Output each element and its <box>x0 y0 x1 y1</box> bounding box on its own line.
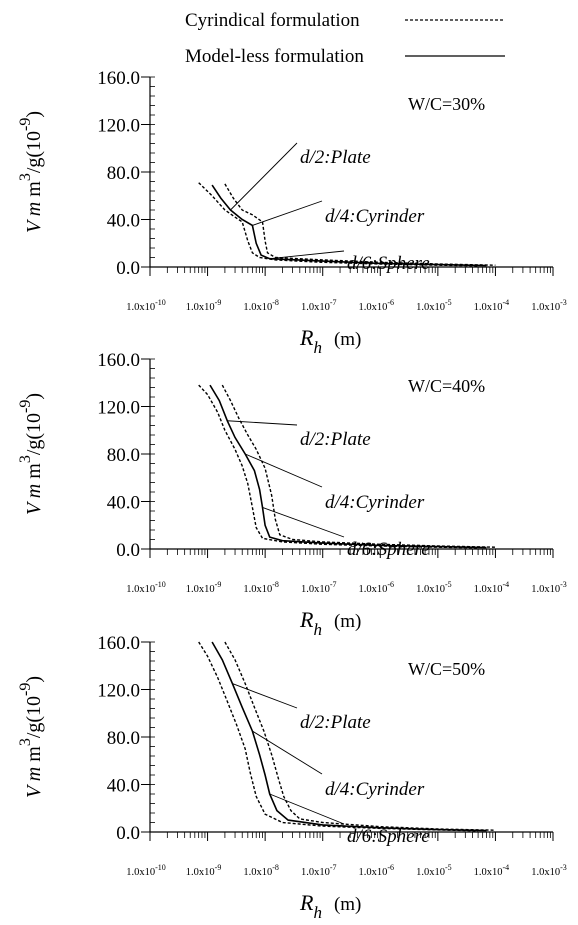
x-tick-label: 1.0x10-9 <box>186 580 222 595</box>
annotation-label: d/2:Plate <box>300 429 371 450</box>
cylindrical-curve-3 <box>224 641 496 831</box>
cylindrical-curve-3 <box>224 183 496 266</box>
y-tick-label: 120.0 <box>97 681 140 702</box>
annotation-label: d/2:Plate <box>300 147 371 168</box>
annotation-leader <box>230 142 298 211</box>
x-tick-label: 1.0x10-5 <box>416 298 452 313</box>
condition-label: W/C=40% <box>408 376 485 396</box>
annotation-label: d/6:Sphere <box>347 826 430 847</box>
svg-text:V mm3/g(10-9): V mm3/g(10-9) <box>17 393 45 515</box>
x-tick-label: 1.0x10-9 <box>186 298 222 313</box>
annotation-leader <box>269 793 345 825</box>
x-axis-title: Rh (m) <box>299 607 361 639</box>
y-axis-title: V mm3/g(10-9) <box>17 676 45 798</box>
x-tick-label: 1.0x10-7 <box>301 580 337 595</box>
x-tick-label: 1.0x10-7 <box>301 863 337 878</box>
annotation-leader <box>227 420 298 426</box>
x-tick-label: 1.0x10-6 <box>359 298 395 313</box>
x-tick-label: 1.0x10-10 <box>126 298 166 313</box>
x-axis-title: Rh (m) <box>299 890 361 922</box>
condition-label: W/C=30% <box>408 94 485 114</box>
model-less-curve-2 <box>211 184 487 267</box>
y-axis-title: V mm3/g(10-9) <box>17 393 45 515</box>
model-less-curve-2 <box>211 641 487 832</box>
annotation-leader <box>232 683 298 709</box>
y-tick-label: 0.0 <box>116 823 140 844</box>
annotation-leader <box>245 453 323 488</box>
chart-panel-3: 0.0 40.0 80.0 120.0 160.0 1.0x10-10 1.0x10-9 1.… <box>17 633 567 922</box>
annotation-label: d/4:Cyrinder <box>325 779 425 800</box>
y-tick-label: 160.0 <box>97 350 140 371</box>
chart-panels: 0.0 40.0 80.0 120.0 160.0 1.0x10-10 1.0x10-9 1.… <box>17 68 567 922</box>
x-tick-label: 1.0x10-8 <box>243 580 279 595</box>
y-tick-label: 40.0 <box>107 211 140 232</box>
y-tick-label: 80.0 <box>107 728 140 749</box>
x-tick-label: 1.0x10-3 <box>531 580 567 595</box>
annotation-label: d/4:Cyrinder <box>325 492 425 513</box>
x-tick-label: 1.0x10-6 <box>359 580 395 595</box>
annotation-leader <box>262 507 345 538</box>
chart-panel-2: 0.0 40.0 80.0 120.0 160.0 1.0x10-10 1.0x10-9 1.… <box>17 350 567 639</box>
y-tick-label: 0.0 <box>116 258 140 279</box>
x-tick-label: 1.0x10-5 <box>416 863 452 878</box>
model-less-curve-2 <box>209 384 487 549</box>
cylindrical-curve-3 <box>221 384 496 548</box>
x-tick-label: 1.0x10-4 <box>474 863 510 878</box>
annotation-leader <box>252 730 323 775</box>
x-tick-label: 1.0x10-3 <box>531 863 567 878</box>
x-tick-label: 1.0x10-4 <box>474 298 510 313</box>
annotation-leader <box>269 250 345 260</box>
x-tick-label: 1.0x10-9 <box>186 863 222 878</box>
x-tick-label: 1.0x10-4 <box>474 580 510 595</box>
x-tick-label: 1.0x10-5 <box>416 580 452 595</box>
legend-label-cylindrical: Cyrindical formulation <box>185 10 360 31</box>
annotation-label: d/4:Cyrinder <box>325 206 425 227</box>
x-tick-label: 1.0x10-8 <box>243 298 279 313</box>
legend: Cyrindical formulation Model-less formul… <box>185 10 505 67</box>
x-axis-title: Rh (m) <box>299 325 361 357</box>
x-tick-label: 1.0x10-8 <box>243 863 279 878</box>
x-tick-label: 1.0x10-3 <box>531 298 567 313</box>
y-tick-label: 160.0 <box>97 68 140 89</box>
x-tick-label: 1.0x10-10 <box>126 863 166 878</box>
cylindrical-curve-1 <box>198 384 479 549</box>
y-tick-label: 40.0 <box>107 493 140 514</box>
y-tick-label: 120.0 <box>97 398 140 419</box>
legend-label-model-less: Model-less formulation <box>185 46 364 67</box>
y-axis-title: V mm3/g(10-9) <box>17 111 45 233</box>
svg-text:V mm3/g(10-9): V mm3/g(10-9) <box>17 676 45 798</box>
chart-panel-1: 0.0 40.0 80.0 120.0 160.0 1.0x10-10 1.0x10-9 1.… <box>17 68 567 357</box>
y-tick-label: 120.0 <box>97 116 140 137</box>
annotation-label: d/2:Plate <box>300 712 371 733</box>
annotation-label: d/6:Sphere <box>347 539 430 560</box>
y-tick-label: 80.0 <box>107 445 140 466</box>
x-tick-label: 1.0x10-7 <box>301 298 337 313</box>
annotation-label: d/6:Sphere <box>347 253 430 274</box>
svg-text:V mm3/g(10-9): V mm3/g(10-9) <box>17 111 45 233</box>
x-tick-label: 1.0x10-6 <box>359 863 395 878</box>
x-tick-label: 1.0x10-10 <box>126 580 166 595</box>
annotation-leader <box>252 200 323 226</box>
y-tick-label: 40.0 <box>107 776 140 797</box>
condition-label: W/C=50% <box>408 659 485 679</box>
y-tick-label: 80.0 <box>107 163 140 184</box>
y-tick-label: 160.0 <box>97 633 140 654</box>
y-tick-label: 0.0 <box>116 540 140 561</box>
